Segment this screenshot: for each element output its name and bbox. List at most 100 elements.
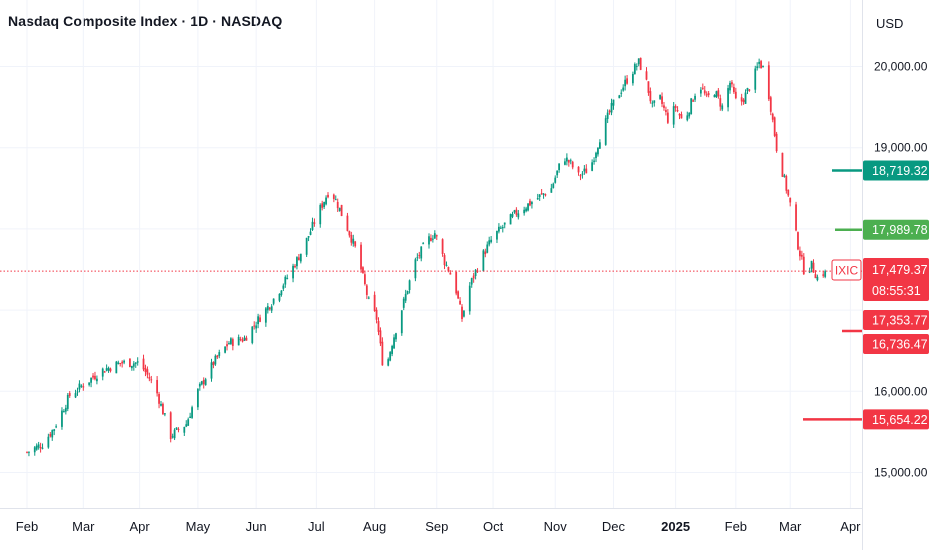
candle-body bbox=[800, 254, 803, 257]
candle-body bbox=[666, 112, 669, 123]
candle-body bbox=[377, 320, 380, 332]
candle-body bbox=[498, 226, 500, 232]
x-tick-label: Mar bbox=[72, 519, 95, 534]
candle-body bbox=[544, 194, 547, 196]
candle-body bbox=[787, 189, 790, 196]
candle-body bbox=[797, 232, 799, 250]
tag-15654-box[interactable] bbox=[863, 409, 929, 430]
tag-17353-box[interactable] bbox=[863, 310, 929, 330]
candle-body bbox=[585, 168, 588, 174]
current-price-box[interactable] bbox=[863, 258, 929, 301]
candle-body bbox=[76, 391, 79, 393]
candle-body bbox=[758, 61, 761, 64]
candle-body bbox=[515, 209, 518, 215]
candle-body bbox=[742, 99, 745, 103]
candle-body bbox=[309, 231, 312, 235]
candle-body bbox=[163, 413, 166, 415]
candle-body bbox=[482, 250, 485, 272]
candle-body bbox=[129, 358, 131, 368]
candle-body bbox=[278, 293, 281, 301]
candle-body bbox=[307, 236, 310, 238]
candle-body bbox=[598, 142, 601, 149]
candle-body bbox=[635, 65, 638, 67]
candle-body bbox=[272, 298, 275, 304]
candle-body bbox=[721, 105, 724, 110]
candle-body bbox=[773, 117, 776, 136]
candle-body bbox=[672, 106, 675, 125]
candle-body bbox=[26, 451, 28, 453]
candle-body bbox=[591, 162, 594, 171]
candle-body bbox=[160, 403, 162, 406]
candle-body bbox=[556, 170, 559, 176]
candle-body bbox=[362, 267, 364, 274]
candle-body bbox=[435, 235, 438, 237]
tag-17989-box[interactable] bbox=[863, 219, 929, 240]
candle-body bbox=[647, 81, 650, 93]
grid-lines bbox=[0, 0, 862, 508]
candle-body bbox=[430, 237, 432, 241]
candle-body bbox=[476, 270, 479, 272]
candle-body bbox=[529, 200, 531, 206]
candle-body bbox=[690, 98, 693, 115]
candle-body bbox=[727, 88, 729, 108]
candle-body bbox=[264, 308, 267, 323]
candle-body bbox=[511, 213, 514, 217]
candle-body bbox=[96, 378, 98, 382]
candle-body bbox=[323, 201, 326, 208]
candle-body bbox=[78, 383, 81, 390]
candle-body bbox=[441, 239, 444, 255]
candle-body bbox=[680, 114, 683, 119]
candle-body bbox=[251, 326, 254, 343]
candle-body bbox=[332, 194, 335, 199]
candle-body bbox=[224, 346, 226, 353]
candle-body bbox=[775, 133, 778, 152]
x-tick-label: Nov bbox=[544, 519, 568, 534]
candle-body bbox=[715, 91, 718, 98]
tag-18719-box[interactable] bbox=[863, 160, 929, 181]
candle-body bbox=[313, 222, 316, 224]
candle-body bbox=[486, 244, 489, 253]
candle-body bbox=[746, 87, 749, 92]
candle-body bbox=[37, 444, 40, 448]
candle-body bbox=[82, 386, 85, 388]
candle-body bbox=[400, 310, 403, 334]
candle-body bbox=[754, 68, 757, 90]
candle-body bbox=[416, 257, 419, 259]
tag-16736-box[interactable] bbox=[863, 334, 929, 354]
candle-body bbox=[457, 291, 460, 299]
candle-body bbox=[748, 89, 751, 91]
candle-body bbox=[608, 110, 611, 113]
candle-body bbox=[185, 424, 188, 427]
candle-body bbox=[216, 355, 219, 358]
candle-body bbox=[360, 244, 362, 270]
tag-17989-label: 17,989.78 bbox=[872, 223, 928, 237]
current-price-label: 17,479.37 bbox=[872, 263, 928, 277]
candle-body bbox=[734, 91, 737, 99]
candle-body bbox=[237, 336, 240, 346]
candle-body bbox=[527, 203, 529, 211]
candle-body bbox=[158, 394, 160, 404]
currency-label[interactable]: USD bbox=[876, 16, 904, 31]
candle-body bbox=[595, 152, 597, 159]
candle-body bbox=[51, 430, 54, 438]
candle-body bbox=[350, 234, 353, 243]
candle-body bbox=[484, 251, 487, 255]
candle-body bbox=[705, 94, 708, 96]
candle-body bbox=[187, 419, 190, 426]
symbol-tag-box[interactable] bbox=[831, 259, 862, 281]
candle-body bbox=[296, 257, 298, 267]
candle-body bbox=[414, 259, 417, 279]
x-tick-label: Dec bbox=[602, 519, 626, 534]
candle-body bbox=[121, 361, 124, 364]
tag-15654-label: 15,654.22 bbox=[872, 413, 928, 427]
candle-body bbox=[463, 310, 465, 317]
candle-body bbox=[282, 285, 285, 289]
candle-body bbox=[665, 110, 667, 112]
candle-body bbox=[639, 57, 642, 70]
tag-16736-label: 16,736.47 bbox=[872, 338, 928, 352]
candle-body bbox=[294, 265, 296, 268]
candle-body bbox=[626, 78, 628, 84]
candle-body bbox=[488, 240, 491, 245]
